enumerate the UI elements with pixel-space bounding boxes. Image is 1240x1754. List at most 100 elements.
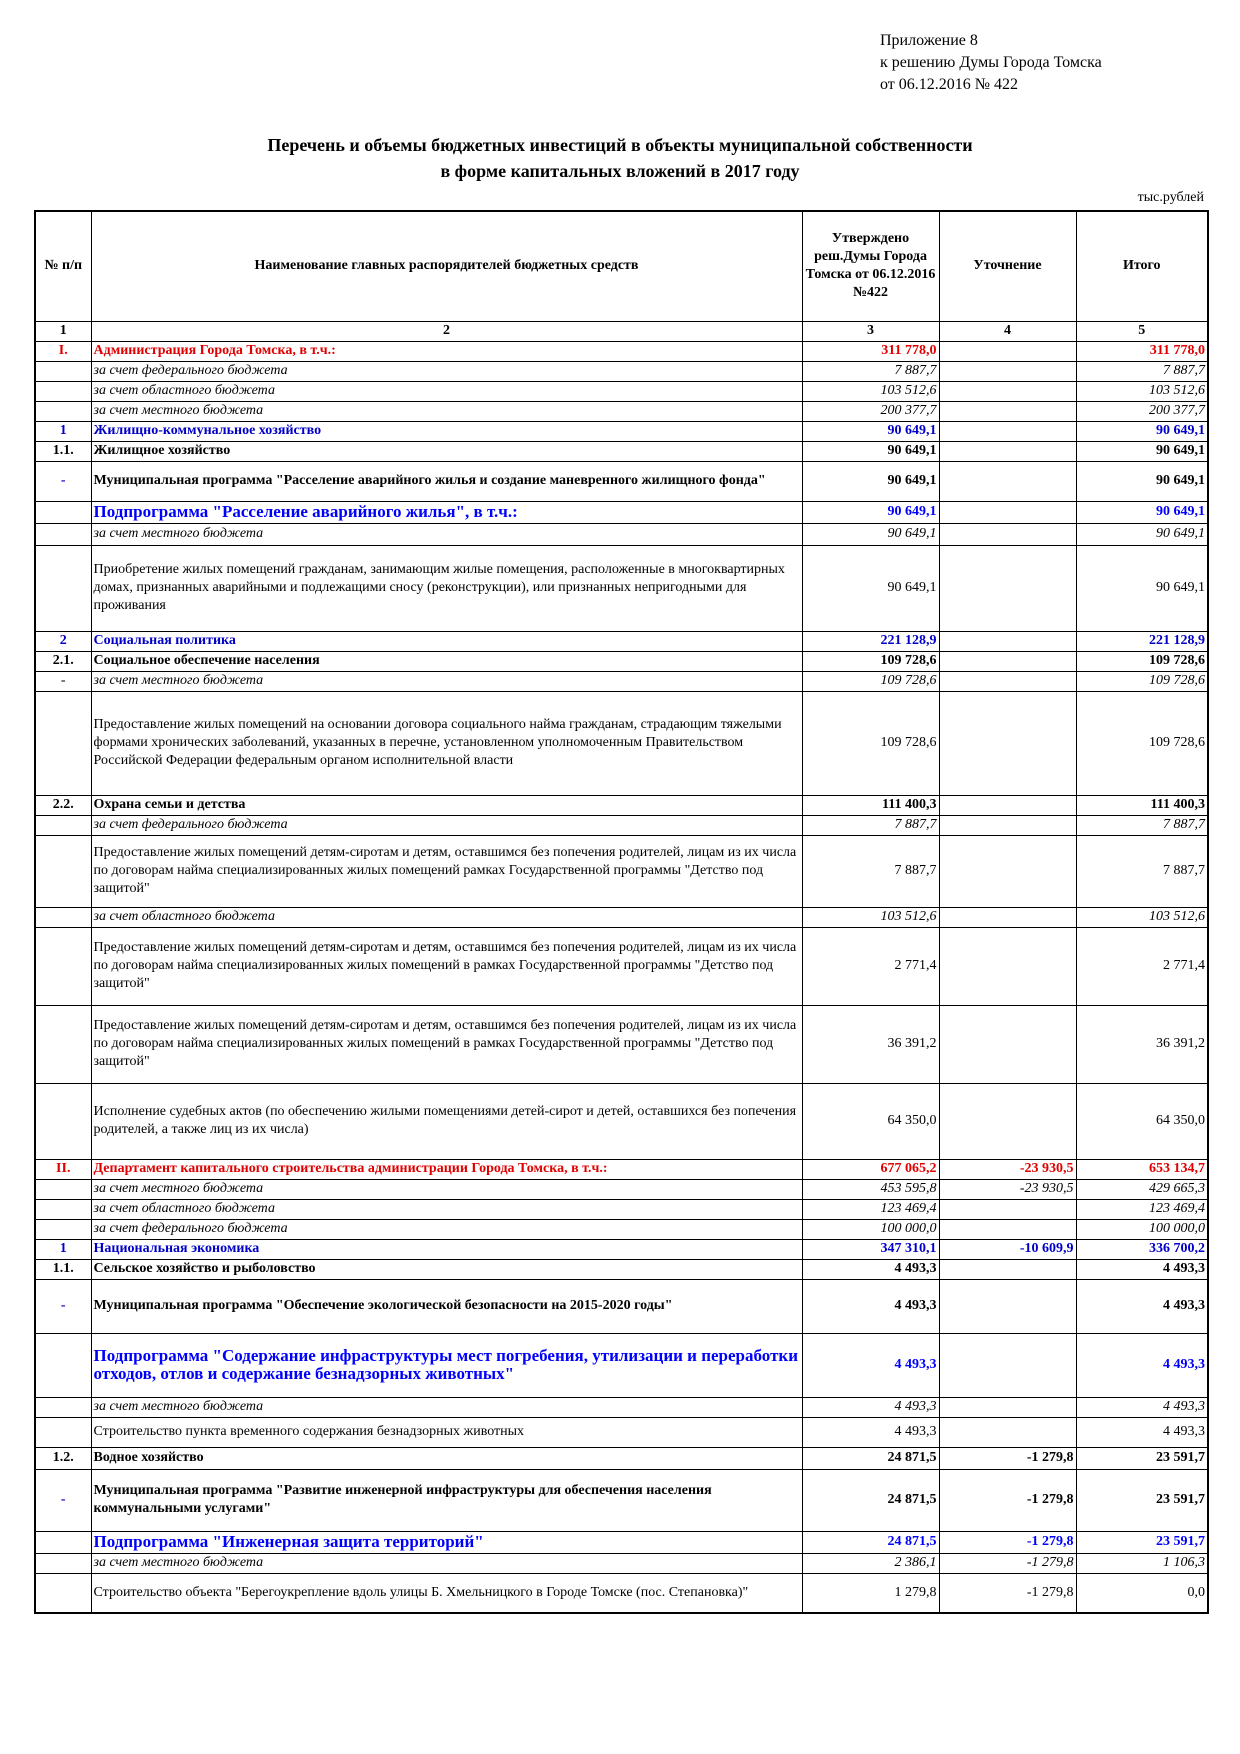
row-name-cell: за счет местного бюджета bbox=[90, 1552, 803, 1574]
row-number-cell bbox=[34, 522, 92, 546]
row-number-cell bbox=[34, 906, 92, 928]
table-row: за счет федерального бюджета 7 887,7 7 887… bbox=[34, 814, 1209, 836]
row-name-cell: Водное хозяйство bbox=[90, 1446, 803, 1470]
table-row: Строительство объекта "Берегоукрепление … bbox=[34, 1572, 1209, 1614]
col-number: 3 bbox=[801, 320, 940, 342]
table-row: - Муниципальная программа "Обеспечение эк… bbox=[34, 1278, 1209, 1334]
table-row: за счет местного бюджета 453 595,8 -23 930… bbox=[34, 1178, 1209, 1200]
row-name-cell: Сельское хозяйство и рыболовство bbox=[90, 1258, 803, 1280]
col-header-total: Итого bbox=[1075, 210, 1209, 322]
total-amount-cell: 7 887,7 bbox=[1075, 834, 1209, 908]
total-amount-cell: 23 591,7 bbox=[1075, 1446, 1209, 1470]
row-number-cell: 2 bbox=[34, 630, 92, 652]
approved-amount-cell: 311 778,0 bbox=[801, 340, 940, 362]
approved-amount-cell: 4 493,3 bbox=[801, 1396, 940, 1418]
refinement-amount-cell bbox=[938, 690, 1077, 796]
refinement-amount-cell bbox=[938, 1416, 1077, 1448]
row-name-cell: Предоставление жилых помещений детям-сир… bbox=[90, 1004, 803, 1084]
row-number-cell bbox=[34, 1416, 92, 1448]
approved-amount-cell: 109 728,6 bbox=[801, 670, 940, 692]
approved-amount-cell: 109 728,6 bbox=[801, 650, 940, 672]
total-amount-cell: 103 512,6 bbox=[1075, 906, 1209, 928]
approved-amount-cell: 7 887,7 bbox=[801, 360, 940, 382]
approved-amount-cell: 7 887,7 bbox=[801, 834, 940, 908]
row-name-cell: за счет областного бюджета bbox=[90, 906, 803, 928]
total-amount-cell: 111 400,3 bbox=[1075, 794, 1209, 816]
table-row: 2.1. Социальное обеспечение населения 109 … bbox=[34, 650, 1209, 672]
approved-amount-cell: 453 595,8 bbox=[801, 1178, 940, 1200]
total-amount-cell: 653 134,7 bbox=[1075, 1158, 1209, 1180]
col-number: 2 bbox=[90, 320, 803, 342]
table-row: Подпрограмма "Расселение аварийного жиль… bbox=[34, 500, 1209, 524]
row-number-cell: 2.2. bbox=[34, 794, 92, 816]
units-label: тыс.рублей bbox=[1137, 190, 1204, 205]
col-header-refinement: Уточнение bbox=[938, 210, 1077, 322]
refinement-amount-cell: -10 609,9 bbox=[938, 1238, 1077, 1260]
refinement-amount-cell bbox=[938, 1258, 1077, 1280]
table-row: за счет областного бюджета 123 469,4 123 4… bbox=[34, 1198, 1209, 1220]
row-number-cell bbox=[34, 380, 92, 402]
total-amount-cell: 0,0 bbox=[1075, 1572, 1209, 1614]
approved-amount-cell: 2 386,1 bbox=[801, 1552, 940, 1574]
col-header-approved: Утверждено реш.Думы Города Томска от 06.… bbox=[801, 210, 940, 322]
refinement-amount-cell bbox=[938, 1332, 1077, 1398]
refinement-amount-cell bbox=[938, 926, 1077, 1006]
approved-amount-cell: 347 310,1 bbox=[801, 1238, 940, 1260]
refinement-amount-cell: -23 930,5 bbox=[938, 1178, 1077, 1200]
table-row: 1.2. Водное хозяйство 24 871,5 -1 279,8 23 5… bbox=[34, 1446, 1209, 1470]
row-number-cell bbox=[34, 400, 92, 422]
row-number-cell bbox=[34, 1552, 92, 1574]
total-amount-cell: 429 665,3 bbox=[1075, 1178, 1209, 1200]
refinement-amount-cell bbox=[938, 650, 1077, 672]
total-amount-cell: 23 591,7 bbox=[1075, 1530, 1209, 1554]
approved-amount-cell: 90 649,1 bbox=[801, 500, 940, 524]
approved-amount-cell: 2 771,4 bbox=[801, 926, 940, 1006]
row-name-cell: Подпрограмма "Инженерная защита территор… bbox=[90, 1530, 803, 1554]
total-amount-cell: 109 728,6 bbox=[1075, 690, 1209, 796]
refinement-amount-cell bbox=[938, 1218, 1077, 1240]
header-row: № п/п Наименование главных распорядителе… bbox=[34, 210, 1209, 322]
table-row: 1.1. Жилищное хозяйство 90 649,1 90 649,1 bbox=[34, 440, 1209, 462]
total-amount-cell: 36 391,2 bbox=[1075, 1004, 1209, 1084]
row-name-cell: за счет федерального бюджета bbox=[90, 1218, 803, 1240]
row-name-cell: за счет местного бюджета bbox=[90, 1396, 803, 1418]
row-name-cell: за счет местного бюджета bbox=[90, 670, 803, 692]
row-name-cell: Социальная политика bbox=[90, 630, 803, 652]
row-name-cell: за счет федерального бюджета bbox=[90, 360, 803, 382]
row-name-cell: Приобретение жилых помещений гражданам, … bbox=[90, 544, 803, 632]
table-row: 1 Национальная экономика 347 310,1 -10 609,… bbox=[34, 1238, 1209, 1260]
total-amount-cell: 103 512,6 bbox=[1075, 380, 1209, 402]
col-number: 4 bbox=[938, 320, 1077, 342]
refinement-amount-cell bbox=[938, 794, 1077, 816]
row-number-cell bbox=[34, 834, 92, 908]
refinement-amount-cell bbox=[938, 1082, 1077, 1160]
total-amount-cell: 90 649,1 bbox=[1075, 522, 1209, 546]
refinement-amount-cell bbox=[938, 1198, 1077, 1220]
total-amount-cell: 23 591,7 bbox=[1075, 1468, 1209, 1532]
total-amount-cell: 90 649,1 bbox=[1075, 500, 1209, 524]
approved-amount-cell: 123 469,4 bbox=[801, 1198, 940, 1220]
row-name-cell: Предоставление жилых помещений детям-сир… bbox=[90, 834, 803, 908]
row-name-cell: Жилищно-коммунальное хозяйство bbox=[90, 420, 803, 442]
table-row: за счет областного бюджета 103 512,6 103 5… bbox=[34, 380, 1209, 402]
row-number-cell bbox=[34, 1178, 92, 1200]
row-name-cell: Исполнение судебных актов (по обеспечени… bbox=[90, 1082, 803, 1160]
row-number-cell: 2.1. bbox=[34, 650, 92, 672]
table-row: за счет местного бюджета 200 377,7 200 377… bbox=[34, 400, 1209, 422]
row-number-cell: - bbox=[34, 460, 92, 502]
row-number-cell bbox=[34, 1396, 92, 1418]
row-name-cell: Социальное обеспечение населения bbox=[90, 650, 803, 672]
row-name-cell: Подпрограмма "Содержание инфраструктуры … bbox=[90, 1332, 803, 1398]
table-row: - за счет местного бюджета 109 728,6 109 72… bbox=[34, 670, 1209, 692]
approved-amount-cell: 36 391,2 bbox=[801, 1004, 940, 1084]
row-number-cell: - bbox=[34, 670, 92, 692]
refinement-amount-cell bbox=[938, 360, 1077, 382]
total-amount-cell: 64 350,0 bbox=[1075, 1082, 1209, 1160]
total-amount-cell: 90 649,1 bbox=[1075, 544, 1209, 632]
total-amount-cell: 90 649,1 bbox=[1075, 460, 1209, 502]
table-row: I. Администрация Города Томска, в т.ч.: 31… bbox=[34, 340, 1209, 362]
table-row: 1.1. Сельское хозяйство и рыболовство 4 49… bbox=[34, 1258, 1209, 1280]
approved-amount-cell: 90 649,1 bbox=[801, 460, 940, 502]
row-name-cell: Жилищное хозяйство bbox=[90, 440, 803, 462]
refinement-amount-cell bbox=[938, 544, 1077, 632]
